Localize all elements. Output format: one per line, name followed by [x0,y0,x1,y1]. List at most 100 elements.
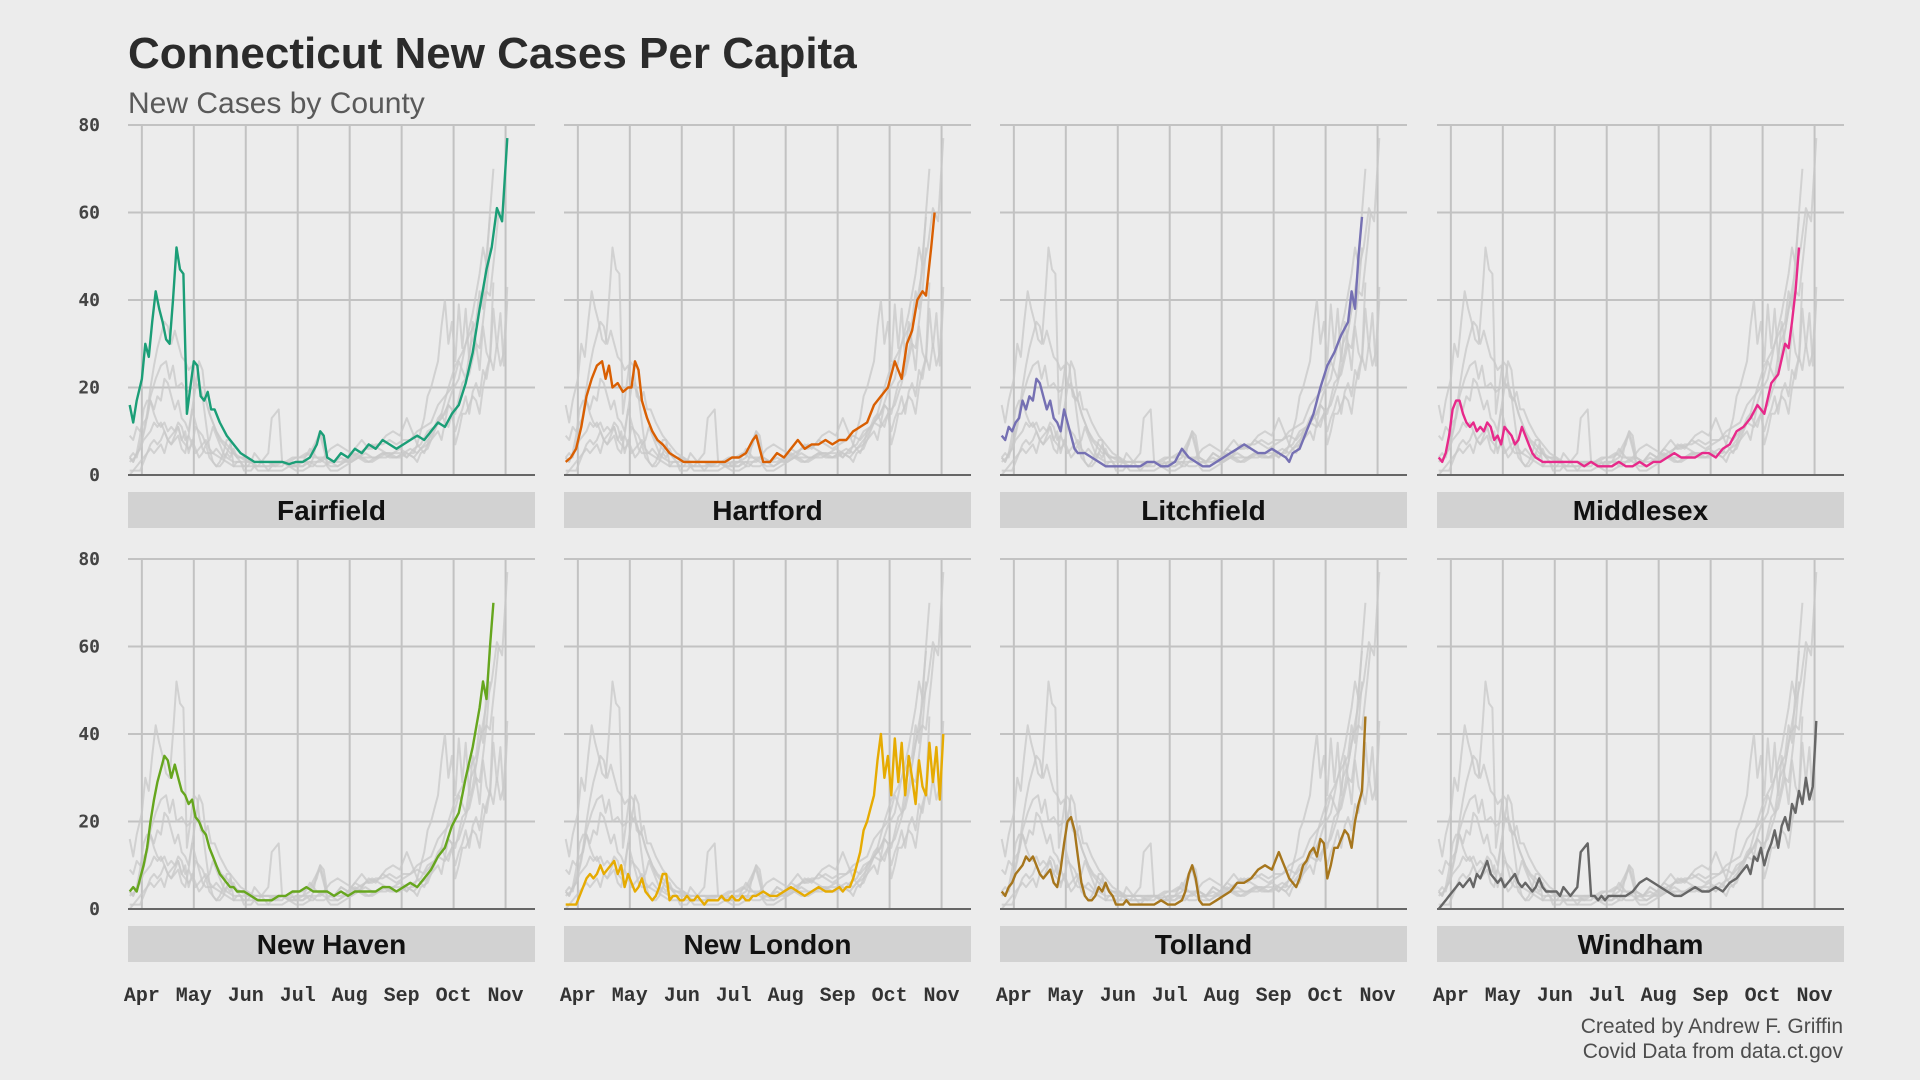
strip-label-tolland: Tolland [1155,929,1252,960]
xtick-label-tolland-7: Nov [1360,985,1396,1008]
series-line-new-haven [128,602,495,902]
ytick-label-new-haven-0: 0 [89,899,100,920]
xtick-label-new-haven-6: Oct [436,985,472,1008]
bg-series-litchfield-in-new-london [564,650,927,902]
xtick-label-tolland-0: Apr [996,985,1032,1008]
xtick-label-tolland-4: Aug [1204,985,1240,1008]
facet-middlesex: Middlesex [1437,124,1844,528]
bg-series-tolland-in-middlesex [1437,282,1804,472]
strip-label-new-london: New London [684,929,852,960]
strip-label-new-haven: New Haven [257,929,406,960]
chart-subtitle: New Cases by County [128,87,425,120]
bg-series-hartford-in-windham [1438,646,1809,897]
xtick-label-new-haven-3: Jul [280,985,316,1008]
bg-series-hartford-in-fairfield [129,212,500,463]
xtick-label-new-london-0: Apr [560,985,596,1008]
strip-windham [1437,926,1844,962]
bg-series-windham-in-litchfield [1000,286,1381,476]
series-line-new-london [565,732,945,906]
ytick-label-new-haven-4: 80 [78,549,100,570]
bg-series-litchfield-in-fairfield [128,216,491,468]
xtick-label-new-london-1: May [612,985,648,1008]
ytick-label-fairfield-3: 60 [78,203,100,224]
strip-new-london [564,926,971,962]
strip-hartford [564,492,971,528]
xtick-label-new-london-3: Jul [716,985,752,1008]
bg-series-tolland-in-litchfield [1000,282,1367,472]
xtick-label-new-haven-7: Nov [488,985,524,1008]
chart-title: Connecticut New Cases Per Capita [128,29,857,78]
bg-series-hartford-in-tolland [1001,646,1372,897]
xtick-label-new-london-5: Sep [820,985,856,1008]
ytick-label-fairfield-2: 40 [78,290,100,311]
facet-panels: Fairfield 0 20 40 60 80 Hartford Litchfield Midd… [78,115,1844,1008]
xtick-label-new-london-6: Oct [872,985,908,1008]
xtick-label-windham-7: Nov [1797,985,1833,1008]
bg-series-hartford-in-middlesex [1438,212,1809,463]
caption-credit: Created by Andrew F. Griffin [1581,1015,1843,1038]
xtick-label-tolland-1: May [1048,985,1084,1008]
strip-label-fairfield: Fairfield [277,495,386,526]
ytick-label-new-haven-1: 20 [78,812,100,833]
bg-series-litchfield-in-windham [1437,650,1800,902]
xtick-label-windham-6: Oct [1745,985,1781,1008]
xtick-label-windham-0: Apr [1433,985,1469,1008]
xtick-label-new-london-7: Nov [924,985,960,1008]
bg-series-tolland-in-new-haven [128,716,495,906]
facet-new-london: New London Apr May Jun Jul Aug Sep Oct Nov [560,558,971,1008]
strip-fairfield [128,492,535,528]
series-line-fairfield [128,138,509,466]
series-line-hartford [564,212,936,464]
bg-series-hartford-in-new-london [565,646,936,897]
xtick-label-windham-5: Sep [1693,985,1729,1008]
series-line-litchfield [1000,216,1364,468]
strip-label-hartford: Hartford [712,495,822,526]
series-line-tolland [1000,716,1367,906]
bg-series-middlesex-in-new-haven [128,681,491,902]
strip-new-haven [128,926,535,962]
xtick-label-tolland-2: Jun [1100,985,1136,1008]
xtick-label-new-haven-1: May [176,985,212,1008]
series-line-middlesex [1437,247,1801,468]
bg-series-tolland-in-fairfield [128,282,495,472]
ytick-label-fairfield-1: 20 [78,378,100,399]
bg-series-hartford-in-litchfield [1001,212,1372,463]
strip-middlesex [1437,492,1844,528]
xtick-label-windham-4: Aug [1641,985,1677,1008]
bg-series-hartford-in-new-haven [129,646,500,897]
facet-fairfield: Fairfield 0 20 40 60 80 [78,115,535,528]
bg-series-tolland-in-windham [1437,716,1804,906]
xtick-label-new-haven-5: Sep [384,985,420,1008]
strip-label-middlesex: Middlesex [1573,495,1709,526]
ytick-label-new-haven-3: 60 [78,637,100,658]
bg-series-middlesex-in-new-london [564,681,927,902]
ytick-label-new-haven-2: 40 [78,724,100,745]
strip-label-windham: Windham [1578,929,1704,960]
bg-series-tolland-in-hartford [564,282,931,472]
bg-series-litchfield-in-hartford [564,216,927,468]
ytick-label-fairfield-0: 0 [89,465,100,486]
strip-tolland [1000,926,1407,962]
bg-series-litchfield-in-tolland [1000,650,1363,902]
xtick-label-windham-2: Jun [1537,985,1573,1008]
xtick-label-windham-3: Jul [1589,985,1625,1008]
facet-windham: Windham Apr May Jun Jul Aug Sep Oct Nov [1433,558,1844,1008]
bg-series-middlesex-in-windham [1437,681,1800,902]
xtick-label-new-london-2: Jun [664,985,700,1008]
caption-source: Covid Data from data.ct.gov [1583,1040,1844,1063]
strip-litchfield [1000,492,1407,528]
ytick-label-fairfield-4: 80 [78,115,100,136]
facet-tolland: Tolland Apr May Jun Jul Aug Sep Oct Nov [996,558,1407,1008]
xtick-label-tolland-5: Sep [1256,985,1292,1008]
facet-litchfield: Litchfield [1000,124,1407,528]
bg-series-tolland-in-new-london [564,716,931,906]
series-line-windham [1437,720,1818,910]
xtick-label-new-haven-0: Apr [124,985,160,1008]
bg-series-litchfield-in-middlesex [1437,216,1800,468]
facet-hartford: Hartford [564,124,971,528]
facet-new-haven: New Haven 0 20 40 60 80 Apr May Jun Jul Aug Sep Oct N… [78,549,535,1008]
bg-series-middlesex-in-tolland [1000,681,1363,902]
bg-series-windham-in-tolland [1000,720,1381,910]
bg-series-middlesex-in-litchfield [1000,247,1363,468]
